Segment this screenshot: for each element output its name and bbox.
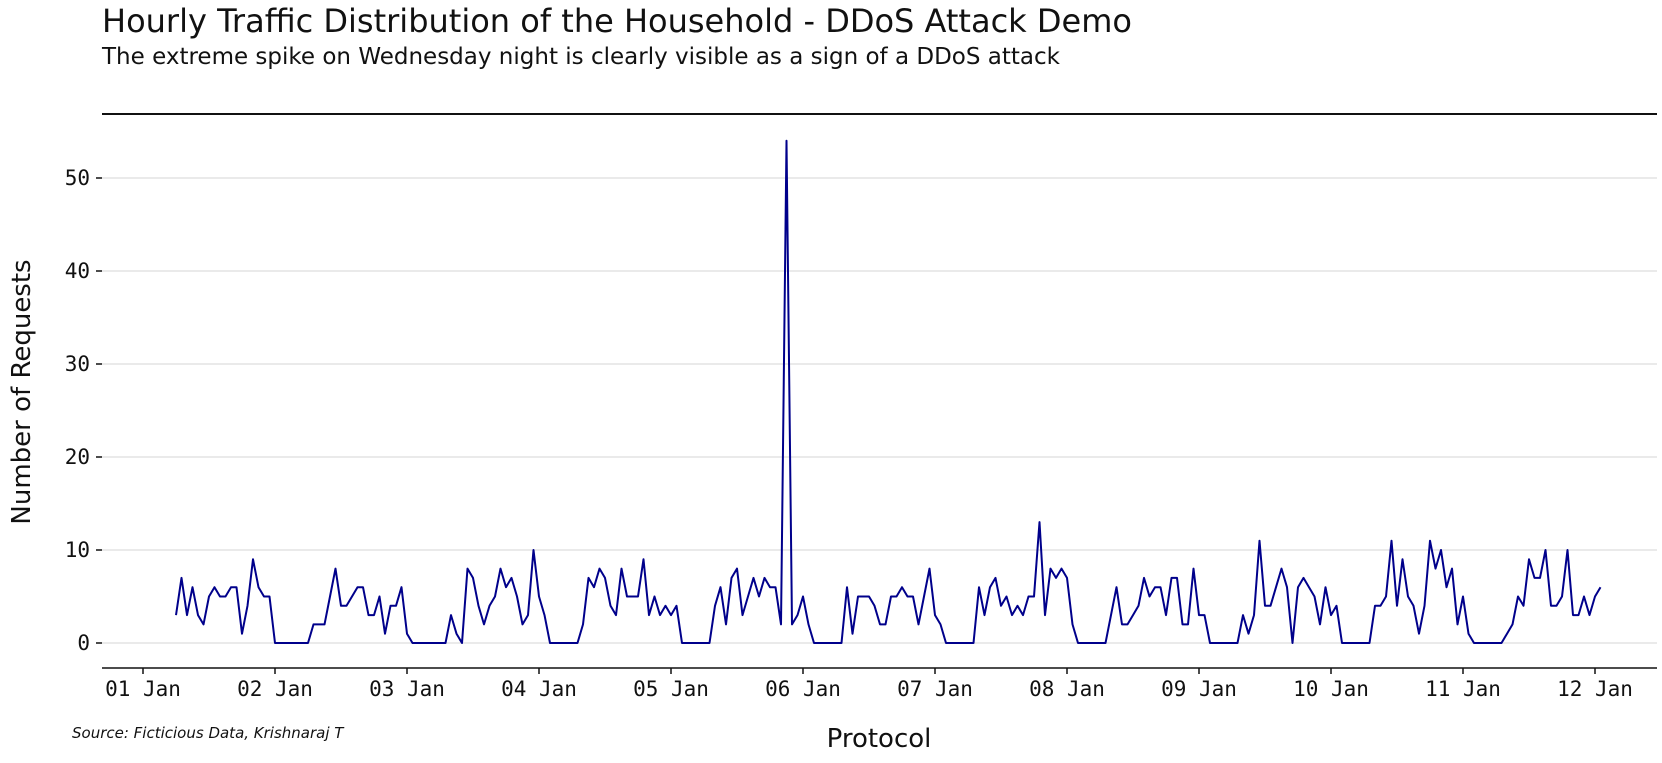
y-axis-label: Number of Requests (7, 259, 37, 524)
chart-subtitle: The extreme spike on Wednesday night is … (102, 44, 1060, 70)
x-axis-label: Protocol (827, 724, 932, 754)
y-tick-label: 40 (65, 259, 90, 283)
x-tick-label: 10 Jan (1293, 677, 1369, 701)
y-tick-label: 0 (77, 631, 90, 655)
series-line (175, 139, 1602, 644)
y-tick-label: 20 (65, 445, 90, 469)
y-tick-label: 30 (65, 352, 90, 376)
y-tick-label: 10 (65, 538, 90, 562)
x-tick-label: 11 Jan (1425, 677, 1501, 701)
source-note: Source: Ficticious Data, Krishnaraj T (72, 724, 344, 742)
x-tick-label: 03 Jan (369, 677, 445, 701)
y-tick-label: 50 (65, 166, 90, 190)
x-tick-label: 04 Jan (501, 677, 577, 701)
chart-title: Hourly Traffic Distribution of the House… (102, 2, 1132, 40)
x-tick-label: 06 Jan (765, 677, 841, 701)
x-tick-label: 02 Jan (237, 677, 313, 701)
x-tick-label: 09 Jan (1161, 677, 1237, 701)
x-tick-label: 07 Jan (897, 677, 973, 701)
x-tick-label: 05 Jan (633, 677, 709, 701)
x-tick-label: 08 Jan (1029, 677, 1105, 701)
x-tick-label: 01 Jan (105, 677, 181, 701)
x-tick-label: 12 Jan (1557, 677, 1633, 701)
